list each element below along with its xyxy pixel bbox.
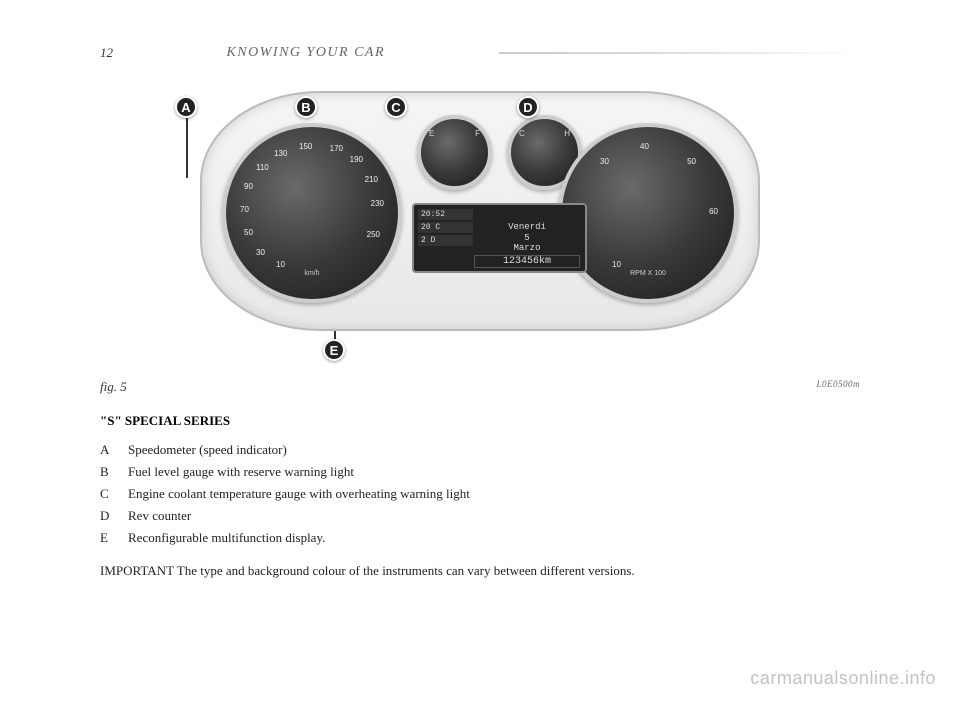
legend-item: EReconfigurable multifunction display.	[100, 527, 860, 549]
fuel-gauge: E F	[417, 115, 492, 190]
marker-c: C	[385, 96, 407, 118]
tacho-unit: RPM X 100	[562, 270, 734, 277]
figure-instrument-cluster: 10 30 50 70 90 110 130 150 170 190 210 2…	[100, 91, 860, 371]
multifunction-display: 20:52 20 C 2 D Venerdi 5 Marzo 123456km	[412, 203, 587, 273]
page-header: 12 KNOWING YOUR CAR	[100, 45, 860, 61]
instrument-cluster-graphic: 10 30 50 70 90 110 130 150 170 190 210 2…	[200, 91, 760, 331]
important-note: IMPORTANT The type and background colour…	[100, 563, 860, 579]
legend-list: ASpeedometer (speed indicator) BFuel lev…	[100, 439, 860, 549]
section-title: KNOWING YOUR CAR	[125, 45, 487, 61]
display-day: 5	[473, 233, 581, 244]
speedo-unit: km/h	[226, 270, 398, 277]
watermark: carmanualsonline.info	[750, 668, 936, 689]
legend-item: DRev counter	[100, 505, 860, 527]
page-number: 12	[100, 45, 113, 61]
marker-d: D	[517, 96, 539, 118]
display-odometer: 123456km	[474, 255, 580, 268]
legend-item: CEngine coolant temperature gauge with o…	[100, 483, 860, 505]
display-gear: 2 D	[418, 235, 473, 246]
speedometer-gauge: 10 30 50 70 90 110 130 150 170 190 210 2…	[222, 123, 402, 303]
display-weekday: Venerdi	[473, 222, 581, 233]
marker-line	[186, 118, 188, 178]
header-rule	[499, 52, 861, 54]
figure-label: fig. 5	[100, 379, 127, 395]
legend-item: BFuel level gauge with reserve warning l…	[100, 461, 860, 483]
marker-a: A	[175, 96, 197, 118]
marker-b: B	[295, 96, 317, 118]
marker-e: E	[323, 339, 345, 361]
display-month: Marzo	[473, 243, 581, 254]
figure-code: L0E0500m	[816, 379, 860, 395]
legend-item: ASpeedometer (speed indicator)	[100, 439, 860, 461]
figure-caption-row: fig. 5 L0E0500m	[100, 379, 860, 395]
display-temp: 20 C	[418, 222, 473, 233]
display-time: 20:52	[418, 209, 473, 220]
subtitle: "S" SPECIAL SERIES	[100, 413, 860, 429]
